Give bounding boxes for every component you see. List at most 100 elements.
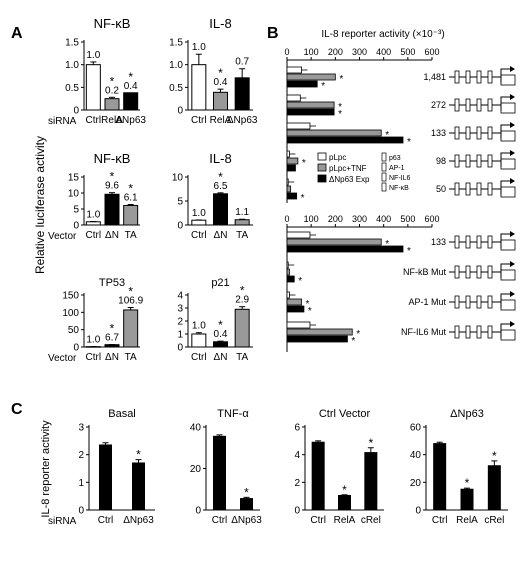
element-box [454, 235, 460, 249]
y-tick-label: 4 [177, 291, 183, 302]
bar [286, 192, 298, 200]
construct-label: NF-kB Mut [403, 267, 447, 277]
row-label: siRNA [48, 116, 77, 127]
y-tick-label: 40 [410, 450, 422, 461]
panel-b-letter: B [267, 25, 279, 42]
panel-a-chart: IL-8 0 0.5 1.0 1.5 1.0 Ctrl 0.4* RelA 0.7 ΔNp63 [169, 16, 258, 126]
element-legend: p63 AP-1 NF-IL6 NF-κB [381, 152, 411, 192]
element-box [465, 98, 471, 112]
element-box [454, 295, 460, 309]
significance-star: * [351, 336, 355, 347]
bar [286, 73, 336, 81]
chart-title: IL-8 [209, 16, 231, 31]
y-tick-label: 1.0 [169, 60, 183, 71]
x-tick-label: Ctrl [191, 230, 207, 241]
bar [286, 150, 290, 158]
element-box [454, 126, 460, 140]
bar [104, 344, 120, 348]
element-swatch [381, 162, 387, 172]
data-label: 1.0 [86, 335, 100, 346]
x-tick-label: TA [125, 230, 137, 241]
bar [286, 291, 290, 299]
y-tick-label: 60 [410, 423, 422, 434]
significance-star: * [465, 476, 470, 490]
significance-star: * [110, 322, 115, 336]
tss-arrow [500, 323, 510, 338]
x-tick-label: RelA [456, 515, 478, 526]
y-tick-label: 150 [62, 291, 79, 302]
bar [104, 98, 120, 111]
significance-star: * [110, 170, 115, 184]
element-box [454, 70, 460, 84]
tss-arrow [500, 263, 510, 278]
element-box [454, 182, 460, 196]
data-label: 1.0 [86, 209, 100, 220]
bar [213, 91, 228, 111]
x-tick-label: RelA [210, 115, 232, 126]
reporter-box [500, 158, 516, 170]
y-tick-label: 20 [410, 478, 422, 489]
bar [286, 122, 311, 130]
tss-arrow [500, 180, 510, 195]
y-tick-label: 0.5 [65, 83, 79, 94]
reporter-box [500, 74, 516, 86]
bar [213, 193, 228, 226]
y-tick-label: 0.5 [169, 83, 183, 94]
data-label: 6.1 [124, 193, 138, 204]
element-box [487, 295, 493, 309]
y-tick-label: 1.0 [65, 60, 79, 71]
bar [487, 465, 501, 511]
bar [286, 261, 289, 269]
chart-title: NF-κB [94, 16, 131, 31]
bar [123, 92, 139, 111]
significance-star: * [128, 70, 133, 84]
significance-star: * [342, 483, 347, 497]
bar [338, 494, 351, 511]
data-label: 0.4 [214, 77, 228, 88]
construct-label: 98 [436, 156, 446, 166]
bar [286, 178, 289, 186]
bar [286, 268, 290, 276]
construct-label: 1,481 [423, 72, 446, 82]
element-box [465, 70, 471, 84]
x-tick-label: RelA [334, 515, 356, 526]
element-box [454, 154, 460, 168]
significance-star: * [308, 306, 312, 317]
panel-a-chart: IL-8 0 5 10 1.0 Ctrl 6.5* ΔN 1.1 TA [172, 151, 253, 241]
tss-arrowhead [510, 150, 515, 156]
element-label: NF-κB [389, 185, 409, 192]
bar [286, 129, 382, 137]
data-label: 6.7 [105, 333, 119, 344]
x-tick-label: cRel [484, 515, 504, 526]
x-tick-label: ΔNp63 [231, 515, 262, 526]
bar [191, 333, 207, 348]
significance-star: * [385, 130, 389, 141]
bar [123, 309, 139, 348]
element-box [465, 235, 471, 249]
element-box [487, 70, 493, 84]
x-tick-label: ΔNp63 [123, 515, 154, 526]
element-box [487, 182, 493, 196]
data-label: 6.5 [214, 181, 228, 192]
data-label: 0.4 [214, 329, 228, 340]
element-box [465, 325, 471, 339]
y-tick-label: 10 [172, 173, 184, 184]
x-tick-label: 600 [424, 214, 439, 224]
significance-star: * [218, 66, 223, 80]
reporter-box [500, 239, 516, 251]
x-tick-label: Ctrl [86, 230, 102, 241]
significance-star: * [136, 448, 141, 462]
x-tick-label: 600 [424, 47, 439, 57]
tss-arrowhead [510, 122, 515, 128]
element-swatch [381, 172, 387, 182]
y-tick-label: 0 [177, 343, 183, 354]
panel-a-ylabel: Relative luciferase activity [33, 136, 47, 274]
element-box [465, 295, 471, 309]
bar [286, 80, 318, 88]
panel-c-chart: TNF-α 0 20 40 Ctrl * ΔNp63 [190, 408, 262, 526]
significance-star: * [338, 102, 342, 113]
construct-group: * 50 [286, 178, 516, 204]
y-tick-label: 20 [190, 464, 202, 475]
